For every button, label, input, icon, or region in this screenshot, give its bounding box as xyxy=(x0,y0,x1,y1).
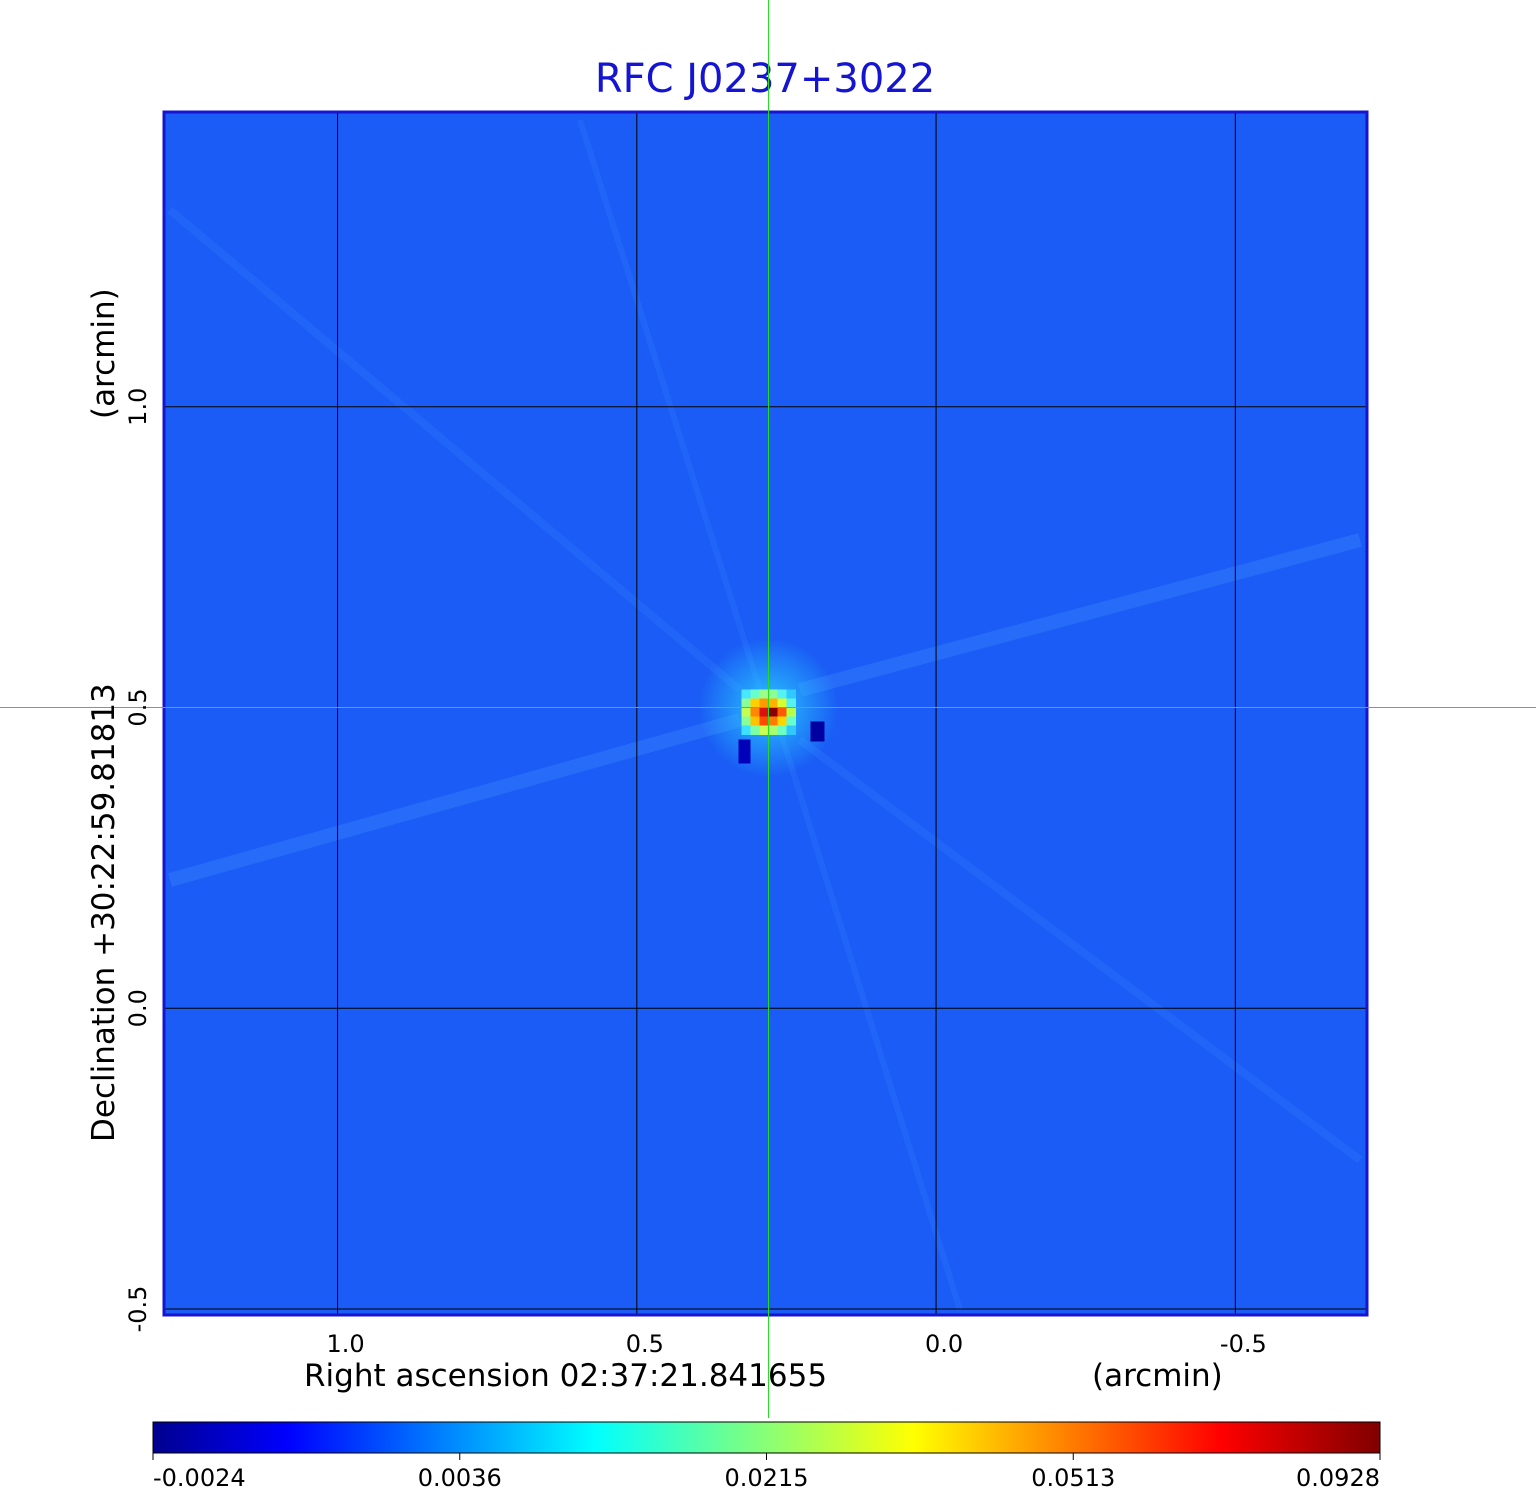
chart-title: RFC J0237+3022 xyxy=(595,56,935,102)
source-pixel-8 xyxy=(759,698,769,708)
source-pixel-26 xyxy=(759,725,769,735)
colorbar-tick-label: 0.0036 xyxy=(418,1464,502,1492)
source-pixel-11 xyxy=(786,698,796,708)
colorbar-tick-label: -0.0024 xyxy=(153,1464,246,1492)
negative-sidelobe xyxy=(810,721,825,742)
colorbar-tick-label: 0.0215 xyxy=(725,1464,809,1492)
source-pixel-15 xyxy=(768,707,778,717)
source-pixel-23 xyxy=(786,716,796,726)
y-axis-label: Declination +30:22:59.81813 xyxy=(86,683,122,1142)
source-pixel-9 xyxy=(768,698,778,708)
y-tick-label: 0.5 xyxy=(124,688,152,726)
source-pixel-1 xyxy=(750,689,760,699)
coordinate-grid xyxy=(164,112,1367,1315)
x-tick-label: 1.0 xyxy=(326,1330,364,1358)
source-pixel-6 xyxy=(741,698,751,708)
source-pixel-20 xyxy=(759,716,769,726)
source-pixel-10 xyxy=(777,698,787,708)
colorbar-tick-labels: -0.0024 0.0036 0.0215 0.0513 0.0928 xyxy=(152,1453,1381,1492)
x-axis-label: Right ascension 02:37:21.841655 xyxy=(304,1358,827,1394)
source-pixel-18 xyxy=(741,716,751,726)
y-tick-labels: 1.0 0.5 0.0 -0.5 xyxy=(124,388,152,1333)
source-pixel-14 xyxy=(759,707,769,717)
source-pixel-12 xyxy=(741,707,751,717)
plot-frame xyxy=(162,110,1369,1317)
source-pixel-27 xyxy=(768,725,778,735)
crosshair xyxy=(0,0,1536,1418)
y-tick-label: 1.0 xyxy=(124,388,152,426)
source-pixel-4 xyxy=(777,689,787,699)
source-pixel-25 xyxy=(750,725,760,735)
source-pixel-5 xyxy=(786,689,796,699)
y-tick-label: -0.5 xyxy=(124,1286,152,1333)
sidelobe-streaks xyxy=(167,119,1363,1311)
y-tick-label: 0.0 xyxy=(124,989,152,1027)
source-pixel-29 xyxy=(786,725,796,735)
source-pixel-16 xyxy=(777,707,787,717)
x-axis-unit: (arcmin) xyxy=(1092,1358,1223,1394)
x-tick-label: 0.5 xyxy=(626,1330,664,1358)
negative-sidelobe xyxy=(738,739,751,764)
colorbar xyxy=(152,1421,1381,1454)
x-tick-label: 0.0 xyxy=(925,1330,963,1358)
colorbar-tick-label: 0.0513 xyxy=(1031,1464,1115,1492)
y-axis-unit: (arcmin) xyxy=(86,288,122,419)
source-pixel-24 xyxy=(741,725,751,735)
source-pixel-2 xyxy=(759,689,769,699)
source-pixel-13 xyxy=(750,707,760,717)
source-pixel-21 xyxy=(768,716,778,726)
source-pixel-28 xyxy=(777,725,787,735)
colorbar-tick-label: 0.0928 xyxy=(1296,1464,1380,1492)
source-pixel-3 xyxy=(768,689,778,699)
x-tick-labels: 1.0 0.5 0.0 -0.5 xyxy=(326,1330,1266,1358)
source-pixel-7 xyxy=(750,698,760,708)
source-pixel-19 xyxy=(750,716,760,726)
x-tick-label: -0.5 xyxy=(1220,1330,1267,1358)
source-pixel-0 xyxy=(741,689,751,699)
source-pixel-22 xyxy=(777,716,787,726)
source-pixel-17 xyxy=(786,707,796,717)
